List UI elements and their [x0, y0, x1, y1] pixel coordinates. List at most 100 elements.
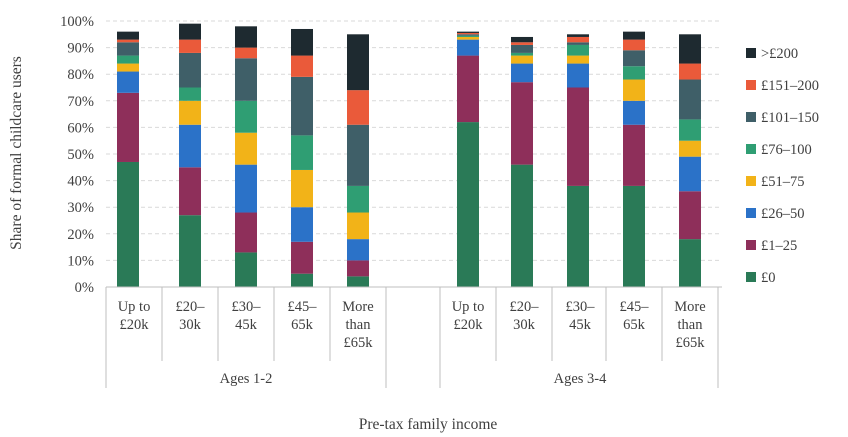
bar-segment [457, 35, 479, 37]
x-tick-label: £20– 30k [176, 299, 206, 333]
bar-segment [623, 31, 645, 40]
x-tick-label: £20– 30k [510, 299, 540, 333]
bar-segment [117, 71, 139, 93]
bar-segment [291, 241, 313, 274]
y-tick-label: 30% [67, 200, 94, 216]
legend-swatch [746, 80, 756, 90]
bar-segment [511, 52, 533, 56]
x-tick-label: £45– 65k [288, 299, 318, 333]
axes: 0% 10% 20% 30% 40% 50% 60% 70% 80% 90% 100% Up to £2… [60, 14, 722, 388]
bar-segment [291, 135, 313, 170]
bar-segment [457, 32, 479, 35]
bar-segment [179, 215, 201, 287]
bar-segment [117, 31, 139, 40]
bar-segment [235, 212, 257, 253]
bar-segment [511, 164, 533, 287]
bar-segment [291, 55, 313, 77]
bar-segment [347, 124, 369, 186]
bar-segment [679, 140, 701, 157]
x-tick-label: More than £65k [342, 299, 373, 351]
x-tick-label: Up to £20k [452, 299, 485, 333]
bar-segment [291, 169, 313, 208]
y-tick-label: 50% [67, 147, 94, 163]
bar-segment [291, 273, 313, 287]
legend-label: £1–25 [761, 238, 797, 254]
bar-segment [623, 100, 645, 125]
bar-segment [679, 119, 701, 141]
legend-swatch [746, 240, 756, 250]
x-axis-title: Pre-tax family income [359, 416, 498, 433]
bar-segment [623, 66, 645, 80]
y-tick-label: 0% [75, 280, 94, 296]
bar-segment [291, 207, 313, 242]
bar-segment [347, 212, 369, 240]
bar-segment [567, 63, 589, 88]
bar-segment [179, 100, 201, 125]
legend-swatch [746, 48, 756, 58]
bar-segment [623, 50, 645, 67]
bar-segment [235, 132, 257, 165]
legend-label: >£200 [761, 46, 798, 62]
grid-lines [106, 20, 722, 261]
bar-segment [235, 58, 257, 101]
legend-swatch [746, 144, 756, 154]
bar-segment [511, 44, 533, 53]
x-tick-label: £30– 45k [232, 299, 262, 333]
bar-segment [511, 36, 533, 43]
bar-segment [567, 44, 589, 56]
y-tick-label: 90% [67, 41, 94, 57]
bar-segment [179, 87, 201, 101]
bar-segment [235, 47, 257, 59]
y-axis-title: Share of formal childcare users [8, 56, 25, 250]
bar-segment [457, 55, 479, 123]
bar-segment [679, 79, 701, 120]
bar-segment [347, 276, 369, 287]
bar-segment [679, 239, 701, 287]
bar-segment [117, 92, 139, 162]
y-tick-label: 60% [67, 120, 94, 136]
bar-segment [117, 161, 139, 287]
bar-segment [457, 31, 479, 33]
x-group-label: Ages 1-2 [220, 371, 273, 387]
legend-swatch [746, 272, 756, 282]
bar-segment [511, 55, 533, 64]
y-tick-label: 80% [67, 67, 94, 83]
y-tick-label: 40% [67, 174, 94, 190]
bar-segment [511, 82, 533, 165]
legend-label: £151–200 [761, 78, 819, 94]
bar-segment [623, 124, 645, 186]
x-tick-label: More than £65k [674, 299, 705, 351]
bar-segment [347, 239, 369, 261]
bar-segment [567, 87, 589, 186]
bar-segment [567, 34, 589, 37]
y-tick-label: 70% [67, 94, 94, 110]
bar-segment [179, 39, 201, 53]
bar-segment [457, 39, 479, 56]
bar-segment [235, 164, 257, 213]
bar-segment [567, 42, 589, 45]
x-tick-label: Up to £20k [118, 299, 151, 333]
legend-swatch [746, 176, 756, 186]
x-group-label: Ages 3-4 [554, 371, 608, 387]
bar-segment [291, 28, 313, 56]
bar-segment [679, 34, 701, 64]
bar-segment [347, 260, 369, 277]
bar-segment [457, 122, 479, 287]
bar-segment [179, 52, 201, 88]
legend-label: £76–100 [761, 142, 812, 158]
bar-segment [567, 55, 589, 64]
x-tick-label: £30– 45k [566, 299, 596, 333]
bar-segment [567, 185, 589, 287]
bar-segment [511, 63, 533, 83]
legend-label: £101–150 [761, 110, 819, 126]
legend-swatch [746, 112, 756, 122]
bar-segment [179, 124, 201, 168]
legend-label: £0 [761, 270, 776, 286]
bar-segment [347, 185, 369, 213]
bar-segment [179, 23, 201, 40]
y-tick-label: 10% [67, 253, 94, 269]
bar-segment [235, 100, 257, 133]
bar-segment [235, 252, 257, 287]
bar-segment [117, 39, 139, 43]
